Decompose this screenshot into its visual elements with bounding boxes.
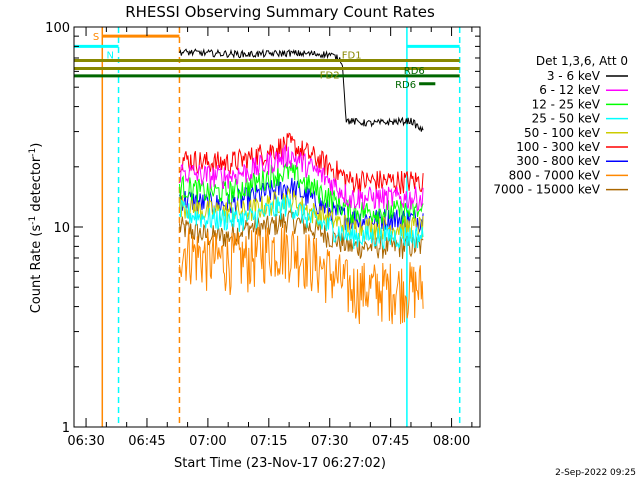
y-tick-label: 10 [53, 221, 70, 236]
x-tick-label: 07:45 [372, 434, 409, 449]
legend-label-4: 50 - 100 keV [524, 126, 601, 140]
legend-label-1: 6 - 12 keV [539, 83, 601, 97]
flag-label-5: RD6 [404, 66, 425, 77]
y-tick-label: 1 [62, 421, 70, 436]
series-line-8 [179, 207, 424, 259]
legend-title: Det 1,3,6, Att 0 [536, 54, 628, 68]
flag-label-6: RD6 [395, 80, 416, 91]
flag-label-3: FD1 [342, 50, 362, 61]
x-tick-label: 06:30 [67, 434, 104, 449]
x-axis-label: Start Time (23-Nov-17 06:27:02) [174, 456, 386, 471]
y-axis-label-main: Count Rate (s [29, 225, 44, 314]
legend-label-0: 3 - 6 keV [547, 69, 601, 83]
y-axis-label-mid: detector [29, 156, 44, 216]
legend-label-2: 12 - 25 keV [532, 97, 601, 111]
series-line-1 [179, 144, 424, 212]
legend-label-5: 100 - 300 keV [516, 140, 600, 154]
date-stamp: 2-Sep-2022 09:25 [555, 468, 636, 478]
x-tick-label: 08:00 [433, 434, 470, 449]
series-line-3 [179, 194, 424, 250]
legend-label-8: 7000 - 15000 keV [493, 183, 600, 197]
y-axis-label: Count Rate (s-1 detector-1) [28, 143, 44, 314]
y-tick-label: 100 [45, 21, 70, 36]
legend-label-3: 25 - 50 keV [532, 112, 601, 126]
flag-label-4: FD2 [320, 71, 340, 82]
series-line-7 [179, 224, 424, 325]
series-line-0 [179, 48, 424, 132]
x-tick-label: 07:00 [189, 434, 226, 449]
flag-label-1: N [107, 50, 114, 61]
x-tick-label: 07:15 [250, 434, 287, 449]
y-axis-label-sup1: -1 [28, 216, 38, 225]
axes: 1 10 100 06:30 06:45 07:00 07:15 07:30 07:45 08:0… [45, 21, 481, 449]
flag-label-0: S [93, 32, 99, 43]
y-axis-label-sup2: -1 [28, 148, 38, 157]
series-line-2 [179, 161, 424, 226]
y-axis-label-end: ) [29, 143, 44, 148]
legend-label-6: 300 - 800 keV [516, 154, 600, 168]
chart-title: RHESSI Observing Summary Count Rates [125, 3, 435, 21]
x-tick-label: 06:45 [128, 434, 165, 449]
legend-label-7: 800 - 7000 keV [509, 168, 601, 182]
plot-contents [74, 27, 461, 427]
x-tick-label: 07:30 [311, 434, 348, 449]
